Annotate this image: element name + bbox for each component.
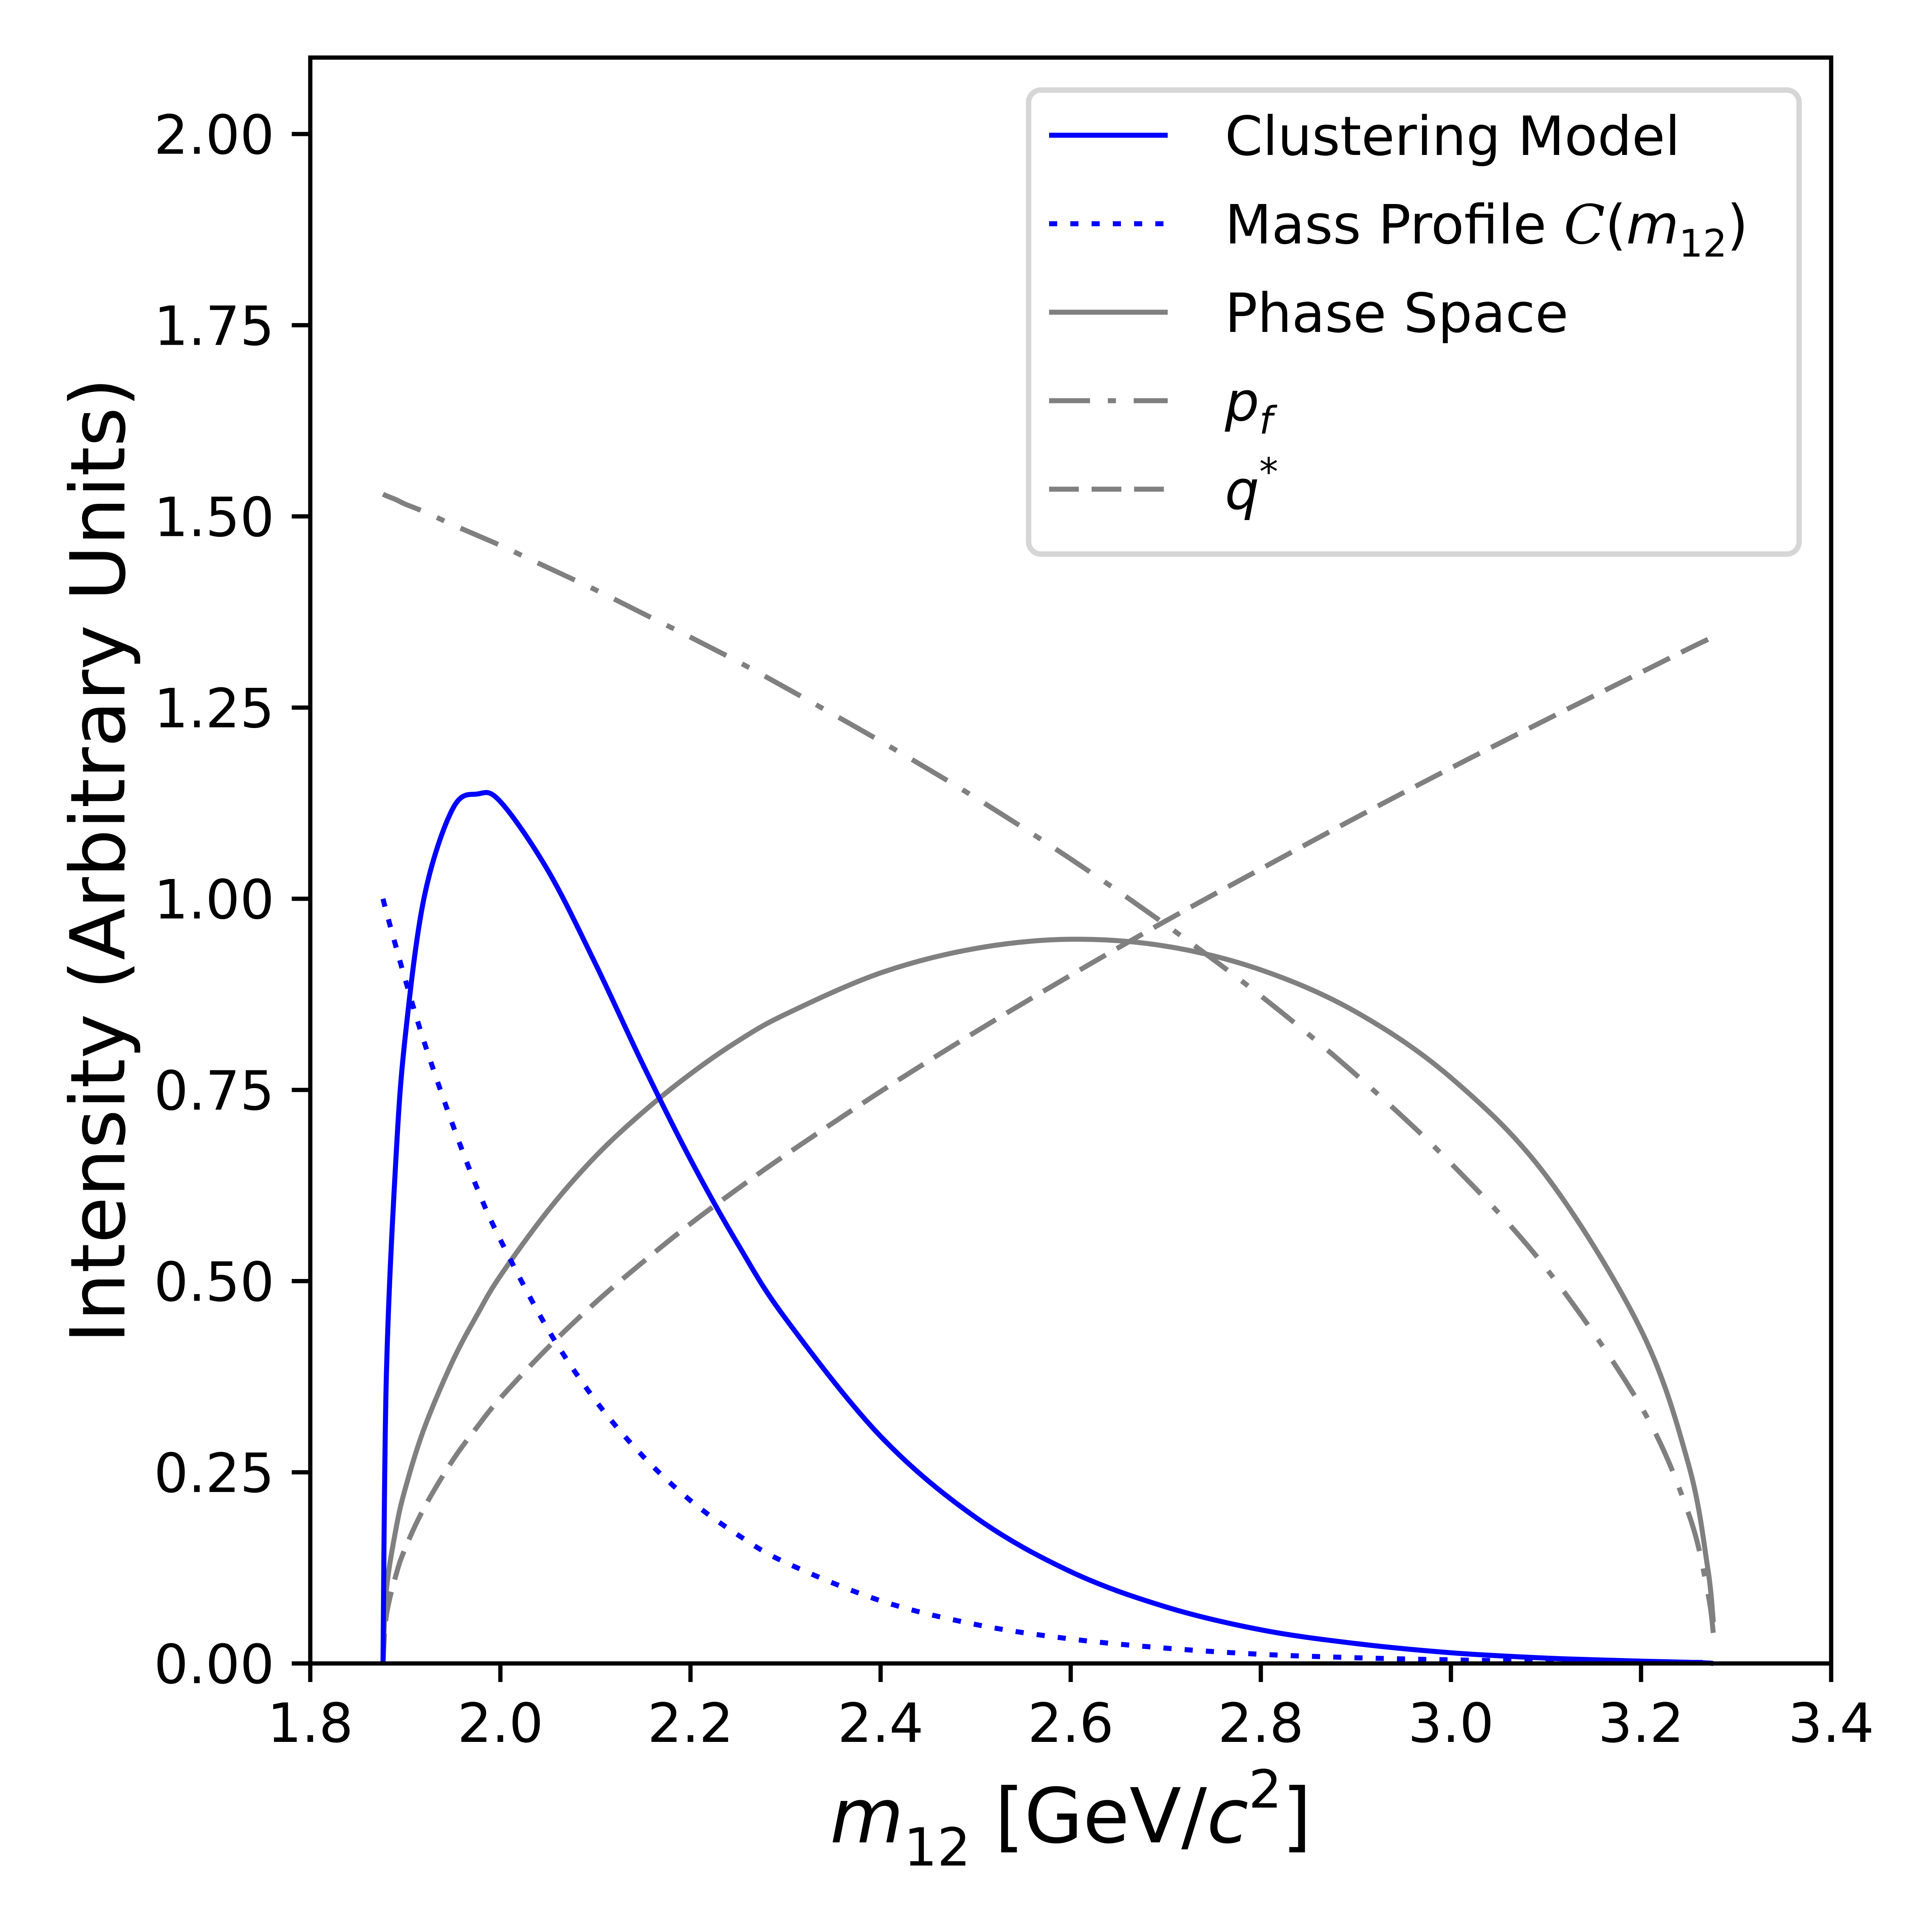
x-axis: 1.8 2.0 2.2 2.4 2.6 2.8 3.0 3.2 3.4 <box>267 1663 1874 1755</box>
y-tick-label: 1.50 <box>154 486 274 549</box>
legend-frame <box>1026 87 1802 557</box>
legend-item: Clustering Model <box>1049 105 1680 168</box>
y-tick-label: 1.25 <box>154 677 274 740</box>
y-tick-label: 0.75 <box>154 1060 274 1123</box>
x-tick-label: 2.4 <box>838 1692 924 1755</box>
x-tick-label: 3.2 <box>1598 1692 1684 1755</box>
y-tick-label: 0.50 <box>154 1251 274 1314</box>
legend-item: pf <box>1049 371 1277 443</box>
x-tick-label: 2.2 <box>648 1692 734 1755</box>
x-tick-label: 2.0 <box>457 1692 544 1755</box>
series-line-phase-space <box>380 937 1716 1664</box>
legend-item: Phase Space <box>1049 282 1568 345</box>
x-tick-label: 2.6 <box>1028 1692 1114 1755</box>
y-axis: 0.00 0.25 0.50 0.75 1.00 1.25 1.50 1.75 2.00 <box>154 104 310 1696</box>
x-tick-label: 3.0 <box>1408 1692 1494 1755</box>
series-line-q <box>380 634 1715 1664</box>
y-axis-label: Intensity (Arbitrary Units) <box>54 378 143 1343</box>
y-tick-label: 2.00 <box>154 104 274 167</box>
x-axis-label: m12 [GeV/c2] <box>830 1759 1311 1878</box>
legend-label: Phase Space <box>1225 282 1568 345</box>
x-tick-label: 1.8 <box>267 1692 354 1755</box>
legend-item: Mass Profile C(m12) <box>1049 194 1748 266</box>
legend-label: q* <box>1225 450 1278 522</box>
y-tick-label: 0.00 <box>154 1633 274 1696</box>
legend: Clustering Model Mass Profile C(m12) Phase… <box>1026 87 1802 557</box>
y-tick-label: 1.75 <box>154 295 274 358</box>
legend-label: Clustering Model <box>1225 105 1680 168</box>
y-tick-label: 1.00 <box>154 869 274 932</box>
series-line-clustering-model <box>380 790 1714 1666</box>
x-tick-label: 2.8 <box>1218 1692 1304 1755</box>
x-tick-label: 3.4 <box>1788 1692 1874 1755</box>
legend-label: Mass Profile C(m12) <box>1225 194 1748 266</box>
series-line-p-f <box>382 492 1716 1633</box>
series-layer <box>380 492 1716 1666</box>
y-tick-label: 0.25 <box>154 1442 274 1505</box>
legend-item: q* <box>1049 450 1278 522</box>
